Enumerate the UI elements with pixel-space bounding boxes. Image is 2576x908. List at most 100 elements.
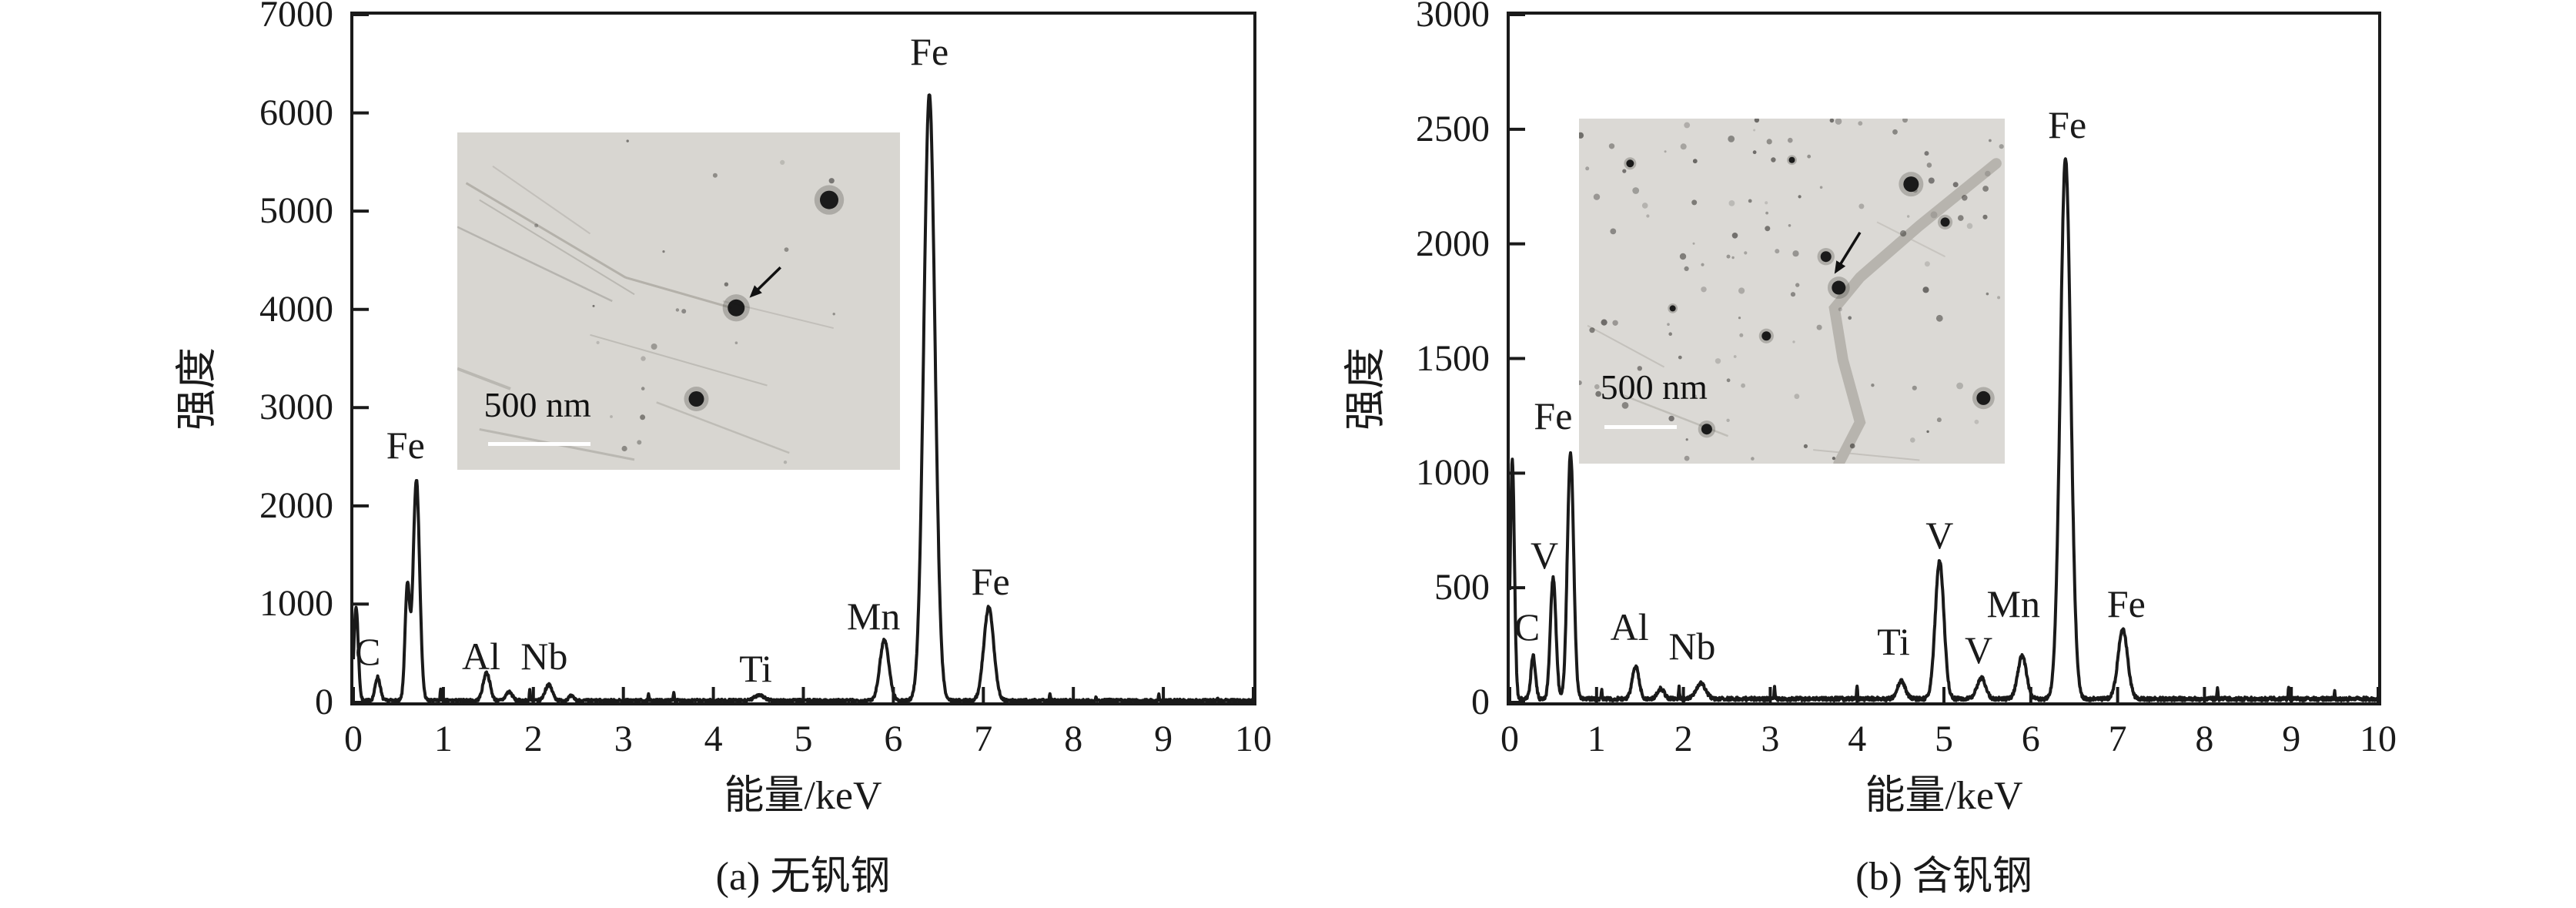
x-tick-label: 3 bbox=[1761, 719, 1780, 759]
subplot-caption-a: (a) 无钒钢 bbox=[715, 855, 891, 899]
speck bbox=[1926, 430, 1929, 434]
x-tick-label: 4 bbox=[704, 719, 723, 759]
element-label-Nb: Nb bbox=[520, 635, 568, 678]
speck bbox=[1788, 137, 1793, 143]
speck bbox=[1835, 119, 1842, 125]
speck bbox=[626, 139, 629, 142]
speck bbox=[1612, 320, 1618, 326]
element-label-Fe: Fe bbox=[386, 423, 425, 467]
speck bbox=[675, 308, 680, 312]
speck bbox=[1962, 195, 1968, 201]
particle bbox=[1701, 424, 1712, 435]
speck bbox=[1924, 261, 1930, 267]
speck bbox=[1838, 307, 1842, 312]
speck bbox=[1912, 385, 1917, 390]
speck bbox=[1794, 394, 1800, 400]
speck bbox=[1807, 154, 1812, 159]
speck bbox=[1691, 199, 1698, 206]
speck bbox=[1771, 157, 1776, 163]
x-tick-label: 0 bbox=[344, 719, 363, 759]
speck bbox=[641, 356, 646, 361]
speck bbox=[1858, 203, 1865, 209]
speck bbox=[1765, 201, 1768, 205]
x-tick-label: 8 bbox=[2195, 719, 2214, 759]
speck bbox=[1982, 214, 1988, 219]
element-label-Al: Al bbox=[461, 635, 500, 678]
subplot-caption-b: (b) 含钒钢 bbox=[1855, 855, 2032, 899]
x-tick-label: 2 bbox=[1674, 719, 1693, 759]
lath-streak bbox=[457, 226, 613, 303]
speck bbox=[1982, 186, 1989, 192]
speck bbox=[1966, 223, 1973, 230]
speck bbox=[724, 282, 729, 286]
scale-bar-label-b: 500 nm bbox=[1600, 367, 1708, 407]
element-label-Mn: Mn bbox=[1986, 582, 2040, 625]
speck bbox=[1685, 438, 1688, 441]
speck bbox=[1726, 418, 1730, 422]
y-tick-label: 500 bbox=[1434, 567, 1490, 608]
speck bbox=[1593, 193, 1601, 200]
y-tick-label: 3000 bbox=[259, 387, 333, 428]
speck bbox=[1997, 296, 2001, 300]
tem-inset-b: 500 nm bbox=[1579, 119, 2005, 464]
x-tick-label: 1 bbox=[1587, 719, 1606, 759]
speck bbox=[832, 313, 835, 316]
element-label-C: C bbox=[355, 629, 381, 673]
y-tick-label: 0 bbox=[315, 682, 333, 722]
lath-band bbox=[1828, 158, 2002, 464]
speck bbox=[1728, 200, 1735, 206]
speck bbox=[1930, 211, 1938, 219]
speck bbox=[1892, 129, 1898, 135]
y-tick-label: 2000 bbox=[259, 484, 333, 526]
speck bbox=[1910, 437, 1915, 443]
x-tick-label: 7 bbox=[974, 719, 993, 759]
scale-bar-b bbox=[1604, 425, 1678, 430]
speck bbox=[1956, 382, 1963, 390]
particle bbox=[1832, 280, 1846, 295]
speck bbox=[641, 387, 645, 390]
speck bbox=[1594, 384, 1600, 390]
speck bbox=[610, 415, 613, 418]
particle bbox=[1940, 217, 1950, 227]
speck bbox=[596, 340, 600, 344]
speck bbox=[1684, 455, 1690, 461]
particle bbox=[1669, 305, 1676, 312]
lath-streak bbox=[590, 333, 768, 387]
speck bbox=[783, 461, 788, 464]
speck bbox=[1641, 203, 1648, 209]
element-label-Fe: Fe bbox=[971, 560, 1010, 604]
element-label-Ti: Ti bbox=[739, 646, 772, 690]
x-axis-title-b: 能量/keV bbox=[1865, 774, 2023, 818]
particle bbox=[1903, 176, 1919, 193]
speck bbox=[1693, 394, 1697, 398]
speck bbox=[1792, 340, 1795, 343]
speck bbox=[1766, 139, 1772, 145]
speck bbox=[1985, 170, 1991, 177]
speck bbox=[1922, 286, 1929, 293]
speck bbox=[1701, 263, 1705, 266]
lath-streak bbox=[457, 367, 511, 390]
speck bbox=[1900, 230, 1907, 237]
y-tick-label: 2500 bbox=[1416, 108, 1490, 149]
x-tick-label: 10 bbox=[1235, 719, 1272, 759]
speck bbox=[1926, 163, 1932, 168]
speck bbox=[1726, 254, 1731, 259]
speck bbox=[1986, 292, 1989, 296]
speck bbox=[1765, 226, 1771, 232]
speck bbox=[1936, 417, 1942, 423]
speck bbox=[1902, 119, 1908, 123]
element-label-Fe: Fe bbox=[2106, 582, 2146, 625]
spectrum-canvas-b bbox=[1508, 13, 2380, 704]
speck bbox=[1741, 383, 1745, 388]
speck bbox=[1680, 143, 1687, 150]
speck bbox=[1744, 251, 1748, 255]
speck bbox=[1622, 169, 1627, 173]
speck bbox=[1595, 390, 1601, 397]
speck bbox=[1754, 119, 1760, 123]
speck bbox=[1907, 215, 1910, 218]
spectrum-canvas-a bbox=[352, 13, 1255, 704]
y-tick-label: 4000 bbox=[259, 288, 333, 330]
y-tick-label: 2000 bbox=[1416, 223, 1490, 264]
speck bbox=[1752, 150, 1757, 155]
speck bbox=[1621, 402, 1629, 409]
